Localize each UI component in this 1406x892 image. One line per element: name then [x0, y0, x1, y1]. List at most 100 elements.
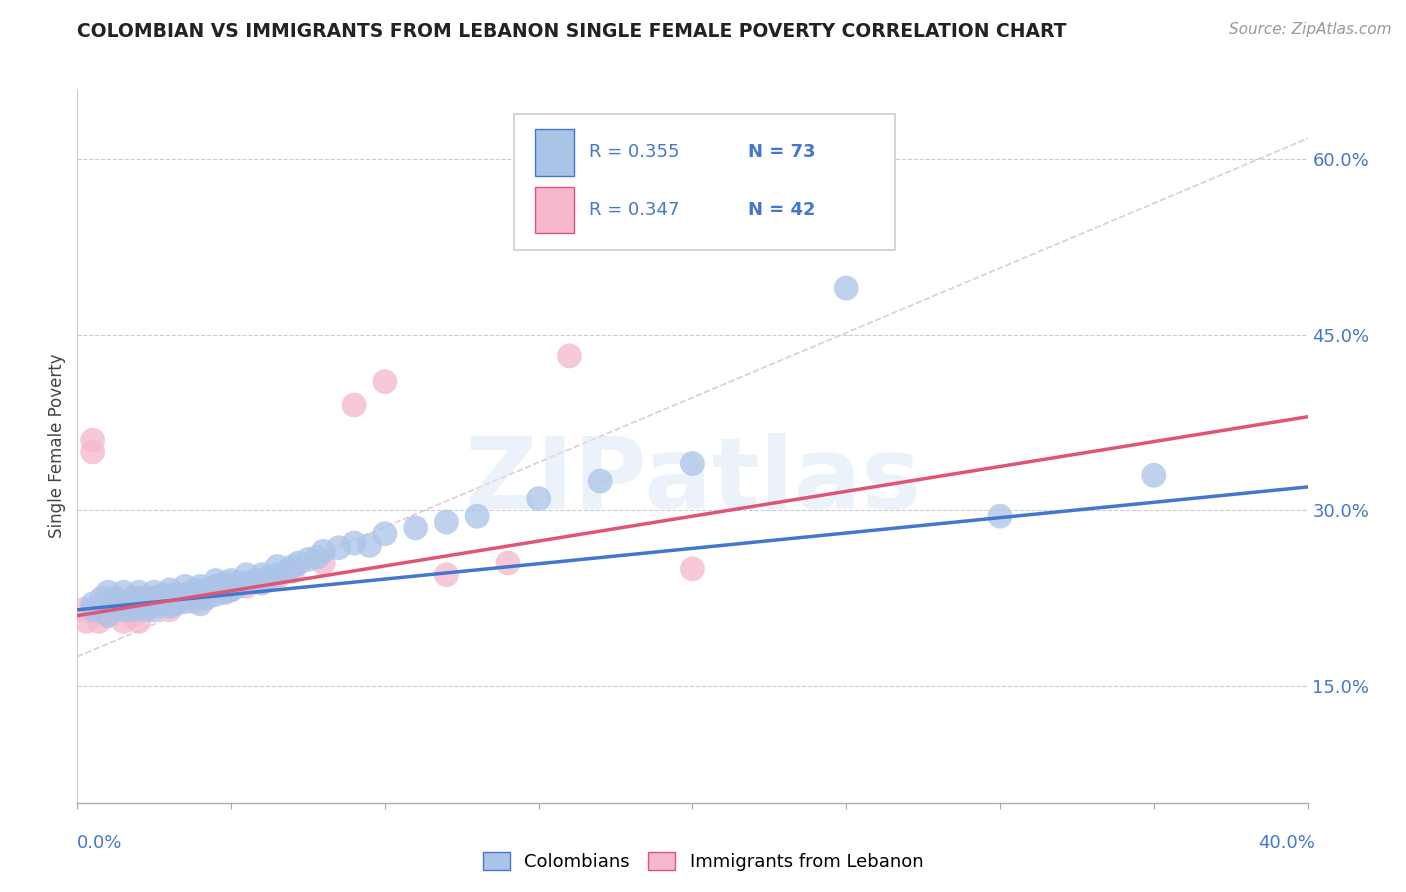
Point — [103, 603, 125, 617]
Point — [143, 597, 166, 611]
Point — [128, 591, 150, 605]
Point — [219, 582, 242, 597]
Point — [134, 591, 156, 605]
Point — [82, 433, 104, 447]
Point — [436, 515, 458, 529]
Point — [281, 564, 304, 578]
Point — [152, 591, 174, 605]
Text: Source: ZipAtlas.com: Source: ZipAtlas.com — [1229, 22, 1392, 37]
Y-axis label: Single Female Poverty: Single Female Poverty — [48, 354, 66, 538]
Point — [204, 574, 226, 588]
Point — [165, 588, 187, 602]
Point — [835, 281, 858, 295]
Point — [143, 603, 166, 617]
Point — [143, 585, 166, 599]
Point — [143, 591, 166, 605]
Point — [112, 615, 135, 629]
Point — [183, 594, 205, 608]
Point — [128, 615, 150, 629]
Text: R = 0.347: R = 0.347 — [589, 202, 679, 219]
Point — [288, 556, 311, 570]
Point — [174, 588, 197, 602]
Point — [174, 579, 197, 593]
Point — [174, 594, 197, 608]
Point — [235, 579, 257, 593]
Point — [235, 575, 257, 590]
Point — [97, 608, 120, 623]
Point — [195, 585, 218, 599]
Point — [204, 579, 226, 593]
Point — [276, 564, 298, 578]
Text: R = 0.355: R = 0.355 — [589, 144, 679, 161]
Point — [159, 599, 181, 614]
Point — [97, 603, 120, 617]
Point — [188, 588, 212, 602]
Point — [204, 588, 226, 602]
Point — [328, 541, 350, 555]
Point — [436, 567, 458, 582]
Point — [82, 603, 104, 617]
Point — [134, 599, 156, 614]
Point — [374, 526, 396, 541]
Point — [312, 544, 335, 558]
Point — [245, 574, 267, 588]
Point — [90, 603, 114, 617]
Point — [250, 567, 273, 582]
FancyBboxPatch shape — [536, 187, 575, 234]
Point — [143, 591, 166, 605]
Point — [128, 585, 150, 599]
FancyBboxPatch shape — [536, 129, 575, 176]
Point — [558, 349, 581, 363]
Point — [682, 562, 704, 576]
Point — [134, 603, 156, 617]
Point — [204, 579, 226, 593]
Point — [112, 603, 135, 617]
Point — [281, 559, 304, 574]
Point — [188, 597, 212, 611]
Point — [343, 398, 366, 412]
Point — [266, 567, 288, 582]
Point — [121, 603, 143, 617]
Point — [165, 588, 187, 602]
Point — [183, 582, 205, 597]
Point — [112, 585, 135, 599]
Point — [103, 597, 125, 611]
FancyBboxPatch shape — [515, 114, 896, 250]
Point — [257, 571, 280, 585]
Point — [128, 597, 150, 611]
Point — [112, 597, 135, 611]
Point — [159, 603, 181, 617]
Text: COLOMBIAN VS IMMIGRANTS FROM LEBANON SINGLE FEMALE POVERTY CORRELATION CHART: COLOMBIAN VS IMMIGRANTS FROM LEBANON SIN… — [77, 22, 1067, 41]
Point — [312, 556, 335, 570]
Point — [226, 575, 249, 590]
Point — [165, 597, 187, 611]
Point — [103, 597, 125, 611]
Point — [250, 575, 273, 590]
Point — [72, 603, 94, 617]
Point — [226, 579, 249, 593]
Point — [343, 536, 366, 550]
Point — [195, 582, 218, 597]
Legend: Colombians, Immigrants from Lebanon: Colombians, Immigrants from Lebanon — [475, 845, 931, 879]
Point — [374, 375, 396, 389]
Point — [103, 591, 125, 605]
Point — [152, 597, 174, 611]
Point — [988, 509, 1011, 524]
Point — [219, 582, 242, 597]
Point — [82, 445, 104, 459]
Point — [174, 591, 197, 605]
Point — [152, 588, 174, 602]
Point — [465, 509, 488, 524]
Point — [183, 591, 205, 605]
Point — [188, 579, 212, 593]
Point — [307, 550, 329, 565]
Text: N = 73: N = 73 — [748, 144, 815, 161]
Point — [1143, 468, 1166, 483]
Point — [121, 608, 143, 623]
Point — [97, 608, 120, 623]
Point — [128, 603, 150, 617]
Point — [82, 597, 104, 611]
Point — [195, 591, 218, 605]
Point — [266, 559, 288, 574]
Point — [97, 585, 120, 599]
